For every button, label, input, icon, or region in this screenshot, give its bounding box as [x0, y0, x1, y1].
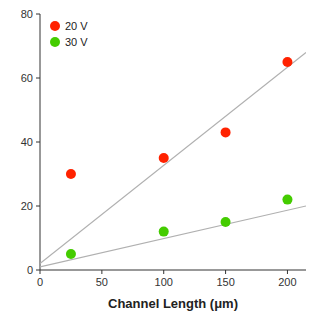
chart-container: 0 50 100 150 200 0 20 40 60 80 Channel Length (μm)…: [0, 0, 320, 320]
scatter-point: [221, 217, 231, 227]
scatter-point: [66, 169, 76, 179]
y-tick-label: 0: [27, 264, 33, 276]
x-tick: [40, 270, 41, 274]
y-tick-label: 20: [21, 200, 33, 212]
axes: 0 50 100 150 200 0 20 40 60 80: [21, 8, 306, 288]
chart: 0 50 100 150 200 0 20 40 60 80 Channel Length (μm)…: [0, 0, 320, 320]
x-tick: [101, 270, 102, 274]
y-tick: [36, 206, 40, 207]
y-tick: [36, 14, 40, 15]
scatter-point: [159, 153, 169, 163]
legend: 20 V 30 V: [50, 20, 88, 48]
legend-marker: [50, 37, 60, 47]
x-tick-label: 0: [37, 276, 43, 288]
legend-label: 30 V: [65, 36, 88, 48]
fit-line: [40, 52, 306, 263]
x-tick-label: 50: [96, 276, 108, 288]
y-tick: [36, 270, 40, 271]
y-tick-label: 40: [21, 136, 33, 148]
x-axis-line: [40, 270, 306, 271]
y-tick-label: 60: [21, 72, 33, 84]
scatter-point: [282, 57, 292, 67]
plot-area: [40, 52, 306, 266]
x-tick-label: 200: [278, 276, 296, 288]
legend-label: 20 V: [65, 20, 88, 32]
x-tick: [287, 270, 288, 274]
x-tick: [163, 270, 164, 274]
scatter-point: [159, 227, 169, 237]
fit-line: [40, 206, 306, 267]
scatter-point: [221, 127, 231, 137]
x-tick-label: 100: [155, 276, 173, 288]
y-tick: [36, 78, 40, 79]
x-tick: [225, 270, 226, 274]
scatter-point: [282, 195, 292, 205]
scatter-point: [66, 249, 76, 259]
legend-marker: [50, 21, 60, 31]
x-tick-label: 150: [216, 276, 234, 288]
x-axis-label: Channel Length (μm): [108, 296, 238, 311]
y-tick-label: 80: [21, 8, 33, 20]
y-tick: [36, 142, 40, 143]
